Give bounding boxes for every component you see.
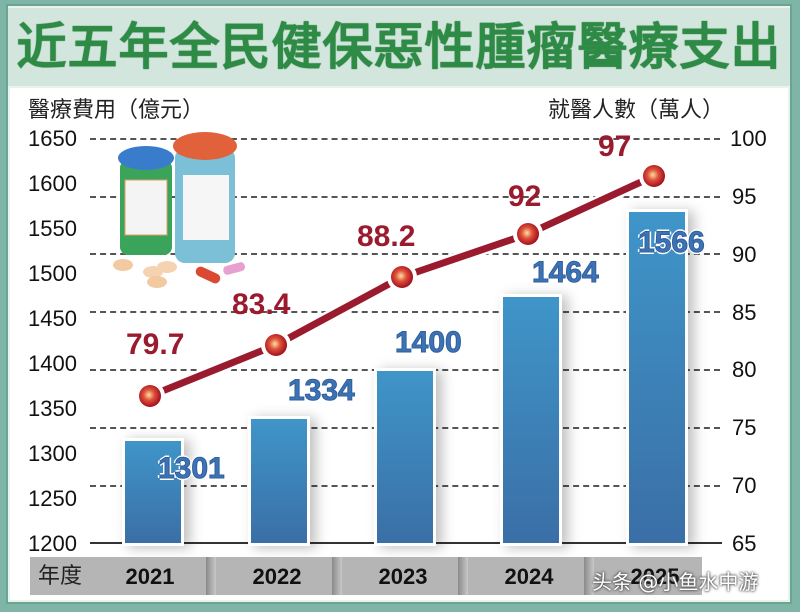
year-separator	[332, 557, 342, 595]
right-tick: 90	[732, 242, 757, 267]
bar-label-2025: 1566	[638, 226, 706, 260]
right-axis-title: 就醫人數（萬人）	[548, 98, 725, 123]
year-2022: 2022	[252, 564, 302, 589]
bar-label-2023: 1400	[395, 326, 463, 360]
bar-label-2021: 1301	[158, 452, 226, 486]
bar-2024	[500, 294, 562, 546]
year-2023: 2023	[378, 564, 428, 589]
right-tick: 80	[732, 357, 757, 382]
line-label-2025: 97	[598, 130, 632, 163]
right-tick: 85	[732, 300, 757, 325]
line-label-2024: 92	[508, 180, 542, 213]
gridline	[90, 196, 720, 198]
left-tick: 1500	[28, 261, 77, 286]
line-label-2021: 79.7	[126, 328, 185, 361]
left-tick: 1650	[28, 126, 77, 151]
right-tick: 95	[732, 184, 757, 209]
left-tick: 1450	[28, 306, 77, 331]
left-tick: 1600	[28, 171, 77, 196]
bar-2023	[374, 368, 436, 546]
left-tick: 1350	[28, 396, 77, 421]
bar-label-2022: 1334	[288, 374, 356, 408]
title-band: 近五年全民健保惡性腫瘤醫療支出	[8, 8, 790, 86]
year-separator	[206, 557, 216, 595]
year-separator	[458, 557, 468, 595]
right-tick: 75	[732, 415, 757, 440]
right-tick: 70	[732, 473, 757, 498]
left-axis-title: 醫療費用（億元）	[28, 98, 205, 123]
watermark: 头条 @小鱼水中游	[592, 570, 759, 594]
right-tick: 100	[730, 126, 767, 151]
year-2021: 2021	[125, 564, 175, 589]
gridline	[90, 138, 720, 140]
bar-2022	[248, 416, 310, 546]
medicine-bottles-icon	[113, 132, 246, 288]
left-tick: 1400	[28, 351, 77, 376]
right-tick: 65	[732, 531, 757, 556]
year-separator	[584, 557, 594, 595]
gridline	[90, 311, 720, 313]
bar-label-2024: 1464	[532, 256, 600, 290]
year-2024: 2024	[504, 564, 554, 589]
left-tick: 1200	[28, 531, 77, 556]
x-axis-title: 年度	[38, 564, 83, 589]
chart-title: 近五年全民健保惡性腫瘤醫療支出	[16, 18, 782, 76]
bar-2021	[122, 438, 184, 546]
bar-2025	[626, 209, 688, 546]
left-tick: 1550	[28, 216, 77, 241]
gridline	[90, 253, 720, 255]
left-tick: 1250	[28, 486, 77, 511]
left-tick: 1300	[28, 441, 77, 466]
year-2025: 2025	[630, 564, 680, 589]
line-label-2022: 83.4	[232, 288, 291, 321]
line-label-2023: 88.2	[357, 220, 416, 253]
